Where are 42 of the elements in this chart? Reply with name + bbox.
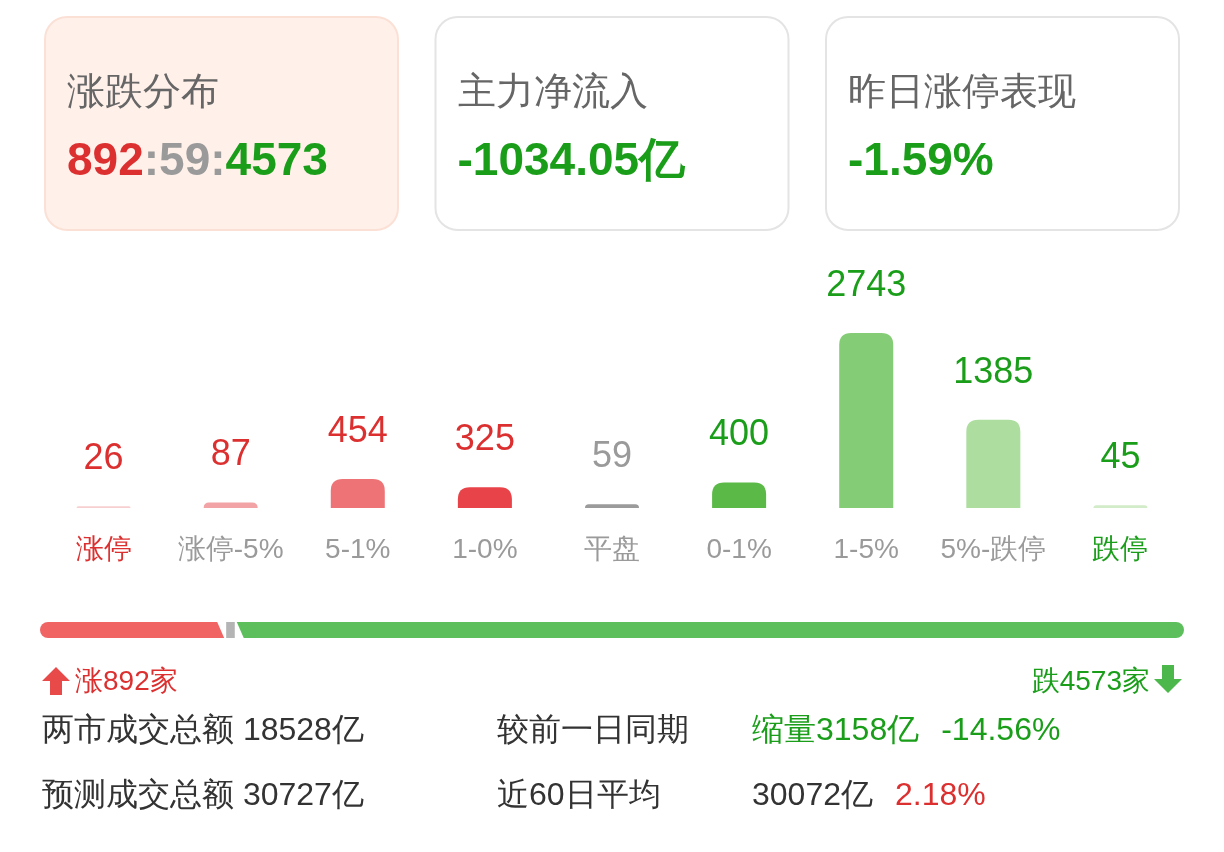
text: 跌4573家 xyxy=(1031,665,1150,696)
text: 主力净流入 xyxy=(457,70,648,112)
text: 昨日涨停表现 xyxy=(848,70,1076,112)
bar xyxy=(584,504,640,508)
text: 涨892家 xyxy=(75,665,178,696)
x-tick-label: 跌停 xyxy=(1092,533,1149,564)
text: 2.18% xyxy=(894,776,986,812)
x-tick-label: 5-1% xyxy=(325,533,391,564)
text: 近60日平均 xyxy=(497,776,661,812)
bar xyxy=(330,479,385,508)
bar xyxy=(457,487,512,508)
x-tick-label: 涨停-5% xyxy=(177,533,284,564)
data-label: 2743 xyxy=(826,263,907,304)
x-tick-label: 1-0% xyxy=(452,533,518,564)
data-label: 87 xyxy=(210,432,251,474)
text: 预测成交总额 30727亿 xyxy=(42,776,364,812)
text: -1.59% xyxy=(848,133,994,185)
x-tick-label: 0-1% xyxy=(706,533,772,564)
x-tick-label: 平盘 xyxy=(584,533,640,564)
bar xyxy=(712,482,767,508)
bar xyxy=(839,333,894,508)
text: -14.56% xyxy=(941,711,1061,747)
x-tick-label: 5%-跌停 xyxy=(940,533,1047,564)
text: 缩量3158亿 xyxy=(752,711,920,747)
text: -1034.05亿 xyxy=(457,133,687,185)
data-label: 26 xyxy=(83,436,124,478)
text: 30072亿 xyxy=(752,776,873,812)
x-tick-label: 涨停 xyxy=(75,533,132,564)
text: 较前一日同期 xyxy=(497,711,689,747)
text: 两市成交总额 18528亿 xyxy=(42,711,364,747)
data-label: 454 xyxy=(327,409,388,451)
data-label: 400 xyxy=(709,412,770,454)
text: 892:59:4573 xyxy=(67,133,328,185)
x-tick-label: 1-5% xyxy=(833,533,899,564)
bar xyxy=(1093,505,1148,508)
data-label: 45 xyxy=(1100,435,1141,477)
text: 涨跌分布 xyxy=(67,70,219,112)
bar xyxy=(203,502,258,508)
data-label: 325 xyxy=(454,417,515,459)
data-label: 59 xyxy=(591,434,633,476)
data-label: 1385 xyxy=(953,349,1034,391)
bar xyxy=(966,419,1021,508)
